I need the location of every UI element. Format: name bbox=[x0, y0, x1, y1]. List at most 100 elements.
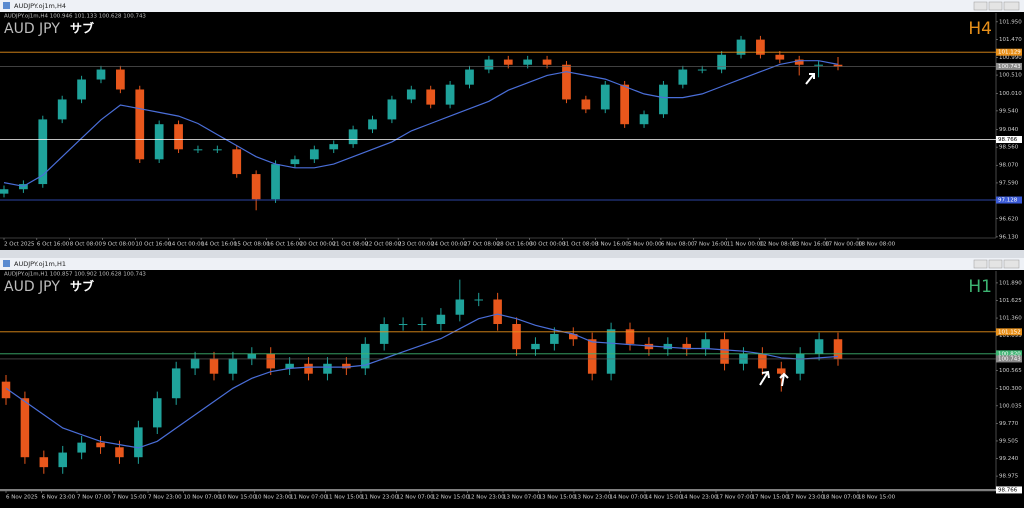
candle-body bbox=[465, 69, 474, 85]
close-button[interactable] bbox=[1003, 259, 1020, 269]
charts: AUDJPY.oj1m,H4 100.946 101.133 100.628 1… bbox=[0, 13, 1022, 501]
candle-body bbox=[77, 442, 86, 453]
candle-body bbox=[717, 54, 726, 70]
x-tick-label: 10 Nov 23:00 bbox=[255, 495, 293, 501]
window-title: AUDJPY.oj1m,H4 bbox=[14, 2, 66, 10]
y-tick-label: 100.990 bbox=[999, 55, 1022, 61]
y-tick-label: 99.040 bbox=[999, 127, 1019, 133]
x-tick-label: 22 Oct 08:00 bbox=[365, 242, 401, 248]
candle-body bbox=[523, 59, 533, 65]
x-tick-label: 6 Nov 08:00 bbox=[661, 242, 695, 248]
x-tick-label: 31 Oct 08:00 bbox=[562, 242, 598, 248]
candle-body bbox=[814, 64, 823, 66]
candle-body bbox=[232, 149, 242, 175]
arrow bbox=[759, 370, 770, 386]
x-tick-label: 30 Oct 00:00 bbox=[530, 242, 566, 248]
candle-body bbox=[794, 59, 804, 65]
candle-body bbox=[190, 358, 200, 369]
candle-body bbox=[756, 39, 765, 55]
close-button[interactable] bbox=[1003, 1, 1020, 11]
x-tick-label: 7 Nov 07:00 bbox=[77, 495, 111, 501]
x-tick-label: 11 Nov 07:00 bbox=[290, 495, 328, 501]
x-tick-label: 6 Nov 23:00 bbox=[42, 495, 76, 501]
candle-body bbox=[701, 339, 710, 350]
candle-body bbox=[153, 398, 162, 428]
candle-body bbox=[368, 119, 377, 130]
y-tick-label: 99.240 bbox=[999, 456, 1019, 462]
candle-body bbox=[304, 363, 313, 374]
x-tick-label: 14 Nov 15:00 bbox=[645, 495, 683, 501]
y-tick-label: 99.540 bbox=[999, 108, 1019, 114]
restore-button[interactable] bbox=[988, 1, 1003, 11]
candle-body bbox=[96, 442, 105, 448]
x-tick-label: 20 Oct 00:00 bbox=[300, 242, 336, 248]
candle-body bbox=[285, 363, 294, 369]
candle-body bbox=[484, 59, 494, 70]
y-tick-label: 101.890 bbox=[999, 280, 1022, 286]
y-tick-label: 96.620 bbox=[999, 216, 1019, 222]
window-separator bbox=[0, 250, 1024, 258]
minimize-button[interactable] bbox=[973, 259, 988, 269]
sub-label: サブ bbox=[70, 21, 94, 36]
x-tick-label: 7 Nov 15:00 bbox=[113, 495, 147, 501]
current-price-label: 100.743 bbox=[998, 356, 1021, 362]
price-level-label: 98.766 bbox=[998, 487, 1018, 493]
candle-body bbox=[77, 79, 86, 100]
window-title-bar bbox=[0, 0, 1024, 12]
candle-body bbox=[116, 69, 125, 90]
annotation-arrows bbox=[759, 73, 815, 387]
candle-body bbox=[758, 353, 767, 369]
minimize-button[interactable] bbox=[973, 1, 988, 11]
candle-body bbox=[777, 368, 786, 374]
candle-body bbox=[266, 353, 275, 369]
arrow bbox=[805, 73, 815, 85]
candle-body bbox=[387, 99, 397, 120]
y-tick-label: 100.010 bbox=[999, 91, 1022, 97]
candle-body bbox=[600, 84, 610, 110]
candle-body bbox=[474, 299, 483, 301]
candle-body bbox=[720, 339, 729, 364]
candle-body bbox=[228, 358, 238, 374]
x-tick-label: 12 Nov 23:00 bbox=[468, 495, 506, 501]
candle-body bbox=[697, 69, 707, 71]
x-tick-label: 11 Nov 15:00 bbox=[326, 495, 364, 501]
current-price-box bbox=[996, 62, 1022, 70]
candle-body bbox=[493, 299, 502, 325]
x-tick-label: 10 Oct 16:00 bbox=[135, 242, 171, 248]
y-tick-label: 98.975 bbox=[999, 474, 1019, 480]
candle-body bbox=[342, 363, 351, 369]
y-tick-label: 96.130 bbox=[999, 234, 1019, 240]
window-buttons bbox=[973, 259, 1020, 269]
candle-body bbox=[251, 174, 261, 200]
x-tick-label: 5 Nov 00:00 bbox=[628, 242, 662, 248]
candle-body bbox=[212, 149, 222, 151]
candle-body bbox=[0, 189, 9, 194]
candle-body bbox=[309, 149, 319, 160]
restore-button[interactable] bbox=[988, 259, 1003, 269]
candle-body bbox=[644, 343, 654, 350]
window-title-bar bbox=[0, 258, 1024, 270]
y-tick-label: 100.035 bbox=[999, 403, 1022, 409]
candle-body bbox=[663, 343, 673, 350]
window-title: AUDJPY.oj1m,H1 bbox=[14, 260, 66, 268]
candle-body bbox=[426, 89, 436, 105]
x-tick-label: 12 Nov 07:00 bbox=[397, 495, 435, 501]
price-level-box bbox=[996, 486, 1022, 494]
x-tick-label: 12 Nov 15:00 bbox=[432, 495, 470, 501]
candle-body bbox=[659, 84, 668, 115]
y-tick-label: 100.565 bbox=[999, 368, 1022, 374]
candle-body bbox=[833, 64, 843, 67]
x-tick-label: 18 Nov 15:00 bbox=[858, 495, 896, 501]
candle-body bbox=[445, 84, 455, 105]
candle-body bbox=[678, 69, 688, 85]
price-level-box bbox=[996, 328, 1022, 336]
y-tick-label: 100.510 bbox=[999, 73, 1022, 79]
candle-body bbox=[455, 299, 465, 315]
chart-info: AUDJPY.oj1m,H1 100.857 100.902 100.628 1… bbox=[4, 272, 146, 278]
y-tick-label: 99.505 bbox=[999, 438, 1019, 444]
candle-body bbox=[542, 59, 552, 65]
y-tick-label: 99.770 bbox=[999, 421, 1019, 427]
x-tick-label: 10 Nov 07:00 bbox=[184, 495, 222, 501]
candle-body bbox=[736, 39, 746, 55]
